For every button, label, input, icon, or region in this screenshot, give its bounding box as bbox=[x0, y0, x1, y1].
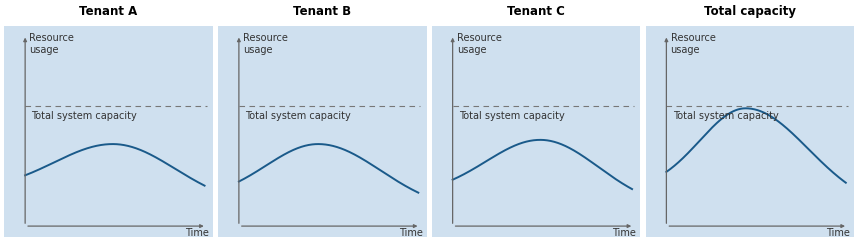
Text: Resource
usage: Resource usage bbox=[243, 33, 288, 55]
Text: Total system capacity: Total system capacity bbox=[459, 111, 564, 121]
Text: Tenant C: Tenant C bbox=[507, 5, 565, 18]
Text: Time: Time bbox=[826, 228, 850, 238]
Text: Time: Time bbox=[185, 228, 209, 238]
Text: Total capacity: Total capacity bbox=[704, 5, 796, 18]
Text: Time: Time bbox=[398, 228, 422, 238]
Text: Tenant B: Tenant B bbox=[293, 5, 351, 18]
Text: Total system capacity: Total system capacity bbox=[673, 111, 778, 121]
Text: Resource
usage: Resource usage bbox=[457, 33, 502, 55]
Text: Total system capacity: Total system capacity bbox=[245, 111, 351, 121]
Text: Resource
usage: Resource usage bbox=[29, 33, 74, 55]
Text: Resource
usage: Resource usage bbox=[670, 33, 716, 55]
Text: Tenant A: Tenant A bbox=[80, 5, 138, 18]
Text: Time: Time bbox=[612, 228, 636, 238]
Text: Total system capacity: Total system capacity bbox=[32, 111, 137, 121]
